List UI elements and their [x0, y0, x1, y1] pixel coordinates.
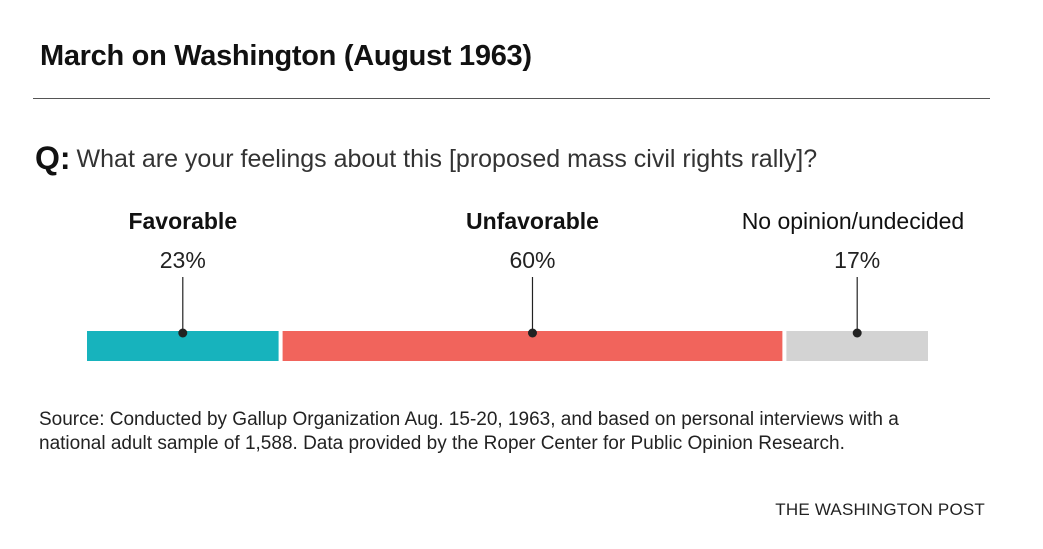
leader-dot-3 [852, 328, 862, 338]
value-label-3: 17% [834, 247, 880, 273]
question: Q: What are your feelings about this [pro… [35, 140, 817, 177]
leader-dot-2 [527, 328, 537, 338]
stacked-bar-chart: Favorable 23% Unfavorable 60% No opinion/und… [87, 208, 965, 361]
chart-title: March on Washington (August 1963) [40, 40, 532, 72]
category-label-3: No opinion/undecided [742, 208, 965, 234]
category-label-1: Favorable [128, 208, 237, 234]
value-label-2: 60% [509, 247, 555, 273]
title-divider [33, 98, 990, 99]
source-note: Source: Conducted by Gallup Organization… [39, 409, 899, 454]
category-label-2: Unfavorable [466, 208, 599, 234]
question-text: What are your feelings about this [propo… [76, 145, 818, 173]
question-prefix: Q: [35, 140, 71, 176]
value-label-1: 23% [160, 247, 206, 273]
credit-label: THE WASHINGTON POST [775, 500, 985, 519]
leader-dot-1 [178, 328, 188, 338]
